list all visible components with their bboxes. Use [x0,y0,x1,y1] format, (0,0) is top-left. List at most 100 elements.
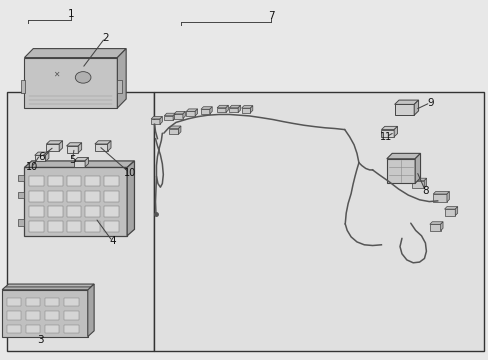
Text: 11: 11 [379,132,392,142]
Polygon shape [424,178,426,188]
Bar [64,311,79,320]
Bar [174,114,183,118]
Polygon shape [411,178,426,181]
Polygon shape [432,192,448,194]
Polygon shape [117,49,126,108]
Polygon shape [78,143,81,153]
Text: 1: 1 [67,9,74,19]
Polygon shape [229,105,240,108]
Bar [66,146,78,153]
Bar [46,144,59,151]
Bar [103,191,118,202]
Bar [229,108,238,112]
Bar [29,206,44,217]
Polygon shape [394,100,418,104]
Bar [117,80,122,93]
Bar [29,221,44,232]
Polygon shape [209,107,212,114]
Bar [7,92,154,351]
Polygon shape [444,207,457,209]
Bar [20,80,25,93]
Bar [45,298,59,306]
Polygon shape [87,284,94,337]
Bar [24,167,127,236]
Polygon shape [393,126,397,137]
Polygon shape [24,161,134,167]
Polygon shape [127,161,134,236]
Bar [386,159,414,183]
Bar [241,108,250,113]
Bar [18,219,24,225]
Polygon shape [241,105,252,108]
Polygon shape [2,287,91,290]
Bar [45,311,59,320]
Bar [64,298,79,306]
Bar [64,325,79,333]
Bar [48,191,62,202]
Bar [151,119,160,124]
Circle shape [75,72,91,83]
Bar [66,221,81,232]
Bar [164,116,173,120]
Bar [48,221,62,232]
Bar [66,191,81,202]
Polygon shape [217,105,228,108]
Polygon shape [178,126,181,134]
Polygon shape [160,116,162,124]
Bar [26,311,40,320]
Polygon shape [183,111,185,118]
Bar [103,221,118,232]
Text: ✕: ✕ [53,69,60,78]
Polygon shape [107,141,111,151]
Bar [85,206,100,217]
Text: 3: 3 [37,335,43,345]
Bar [201,109,209,114]
Polygon shape [186,109,197,111]
Polygon shape [2,284,94,290]
Polygon shape [59,141,62,151]
Bar [18,175,24,181]
Polygon shape [250,105,252,113]
Bar [444,209,454,216]
Bar [45,325,59,333]
Bar [85,191,100,202]
Polygon shape [454,207,457,216]
Polygon shape [440,222,442,231]
Bar [381,130,393,137]
Polygon shape [238,105,240,112]
Text: 6: 6 [38,152,45,162]
Bar [103,206,118,217]
Bar [168,129,178,134]
Text: 4: 4 [109,236,116,246]
Polygon shape [195,109,197,116]
Bar [2,290,88,337]
Polygon shape [66,143,81,146]
Polygon shape [446,192,448,202]
Bar [103,176,118,186]
Bar [394,104,413,115]
Bar [26,325,40,333]
Polygon shape [95,141,111,144]
Polygon shape [35,152,49,155]
Bar [7,298,21,306]
Bar [217,108,225,112]
Bar [35,155,45,161]
Bar [85,221,100,232]
Bar [186,111,195,116]
Polygon shape [74,157,88,161]
Polygon shape [201,107,212,109]
Polygon shape [386,153,420,159]
Text: 8: 8 [421,186,428,196]
Polygon shape [168,126,181,129]
Bar [7,325,21,333]
Bar [411,181,424,188]
Bar [48,176,62,186]
Polygon shape [24,49,126,58]
Text: 5: 5 [69,155,76,165]
Bar [18,192,24,198]
Bar [7,311,21,320]
Polygon shape [173,113,175,120]
Polygon shape [414,153,420,183]
Polygon shape [85,157,88,167]
Polygon shape [413,100,418,115]
